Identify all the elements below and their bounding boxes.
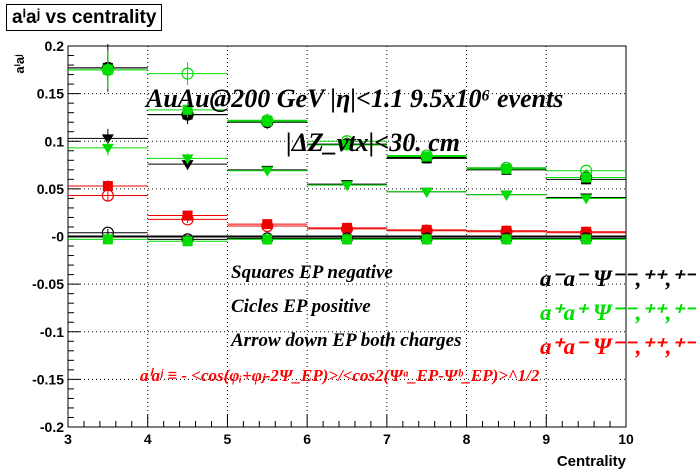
y-axis-label: aⁱaʲ xyxy=(12,54,27,74)
data-point-square xyxy=(262,234,273,245)
data-point-square xyxy=(421,234,432,245)
data-point-triangle xyxy=(341,181,353,192)
data-point-square xyxy=(501,234,512,245)
x-tick-label: 9 xyxy=(542,431,550,447)
data-point-square xyxy=(581,234,592,245)
data-point-square xyxy=(102,234,113,245)
series-group xyxy=(68,50,626,177)
data-point-triangle xyxy=(580,194,593,205)
x-tick-label: 6 xyxy=(303,431,311,447)
data-point-square xyxy=(102,181,113,192)
y-tick-label: -0 xyxy=(52,229,65,245)
y-tick-label: -0.05 xyxy=(32,276,64,292)
x-tick-label: 3 xyxy=(64,431,72,447)
data-point-triangle xyxy=(181,160,194,171)
data-point-triangle xyxy=(101,143,114,154)
legend-minus-minus: a⁻a⁻ Ψ⁻⁻,⁺⁺,⁺⁻ xyxy=(540,266,696,291)
y-tick-label: -0.15 xyxy=(32,371,64,387)
data-point-circle xyxy=(101,189,114,202)
y-tick-label: 0.1 xyxy=(45,133,65,149)
y-tick-label: -0.1 xyxy=(40,324,64,340)
y-tick-label: 0.15 xyxy=(37,86,64,102)
data-point-square xyxy=(182,236,193,247)
y-tick-label: -0.2 xyxy=(40,419,64,435)
data-point-triangle xyxy=(420,187,433,198)
data-point-circle xyxy=(340,135,354,148)
data-point-triangle xyxy=(101,134,114,145)
data-point-circle xyxy=(261,219,274,233)
data-point-circle xyxy=(500,161,513,175)
legend-plus-minus: a⁺a⁻ Ψ⁻⁻,⁺⁺,⁺⁻ xyxy=(540,334,696,359)
y-tick-label: 0.2 xyxy=(45,38,65,54)
data-point-circle xyxy=(420,149,433,162)
data-point-triangle xyxy=(181,154,194,165)
data-point-square xyxy=(182,104,193,115)
annotation-squares: Squares EP negative xyxy=(231,262,393,283)
legend-plus-plus: a⁺a⁺ Ψ⁻⁻,⁺⁺,⁺⁻ xyxy=(540,300,696,325)
y-tick-label: 0.05 xyxy=(37,181,64,197)
data-point-triangle xyxy=(500,190,513,201)
annotation-arrows: Arrow down EP both charges xyxy=(231,330,462,351)
series-group xyxy=(68,56,626,185)
annotation-circles: Cicles EP positive xyxy=(231,296,371,317)
data-point-circle xyxy=(580,164,593,177)
x-tick-label: 7 xyxy=(383,431,391,447)
data-point-circle xyxy=(261,114,274,127)
x-tick-label: 4 xyxy=(144,431,152,447)
annotation-vertex-cut: |ΔZ_vtx|<30. cm xyxy=(286,128,460,157)
x-tick-label: 8 xyxy=(463,431,471,447)
annotation-formula: aⁱaʲ ≡ - <cos(φᵢ+φⱼ-2Ψ_EP)>/<cos2(Ψᵃ_EP-… xyxy=(140,366,540,385)
x-tick-label: 5 xyxy=(224,431,232,447)
series-group xyxy=(68,140,626,205)
data-point-square xyxy=(581,172,592,183)
x-tick-label: 10 xyxy=(618,431,634,447)
x-axis-label: Centrality xyxy=(556,453,626,470)
data-point-circle xyxy=(101,63,114,76)
data-point-circle xyxy=(181,213,194,226)
data-point-square xyxy=(342,234,352,245)
annotation-dataset: AuAu@200 GeV |η|<1.1 9.5x10⁶ events xyxy=(146,84,564,113)
data-point-circle xyxy=(181,67,194,80)
chart-title: aⁱaʲ vs centrality xyxy=(6,4,163,31)
data-point-triangle xyxy=(261,166,274,177)
series-group xyxy=(68,234,626,247)
